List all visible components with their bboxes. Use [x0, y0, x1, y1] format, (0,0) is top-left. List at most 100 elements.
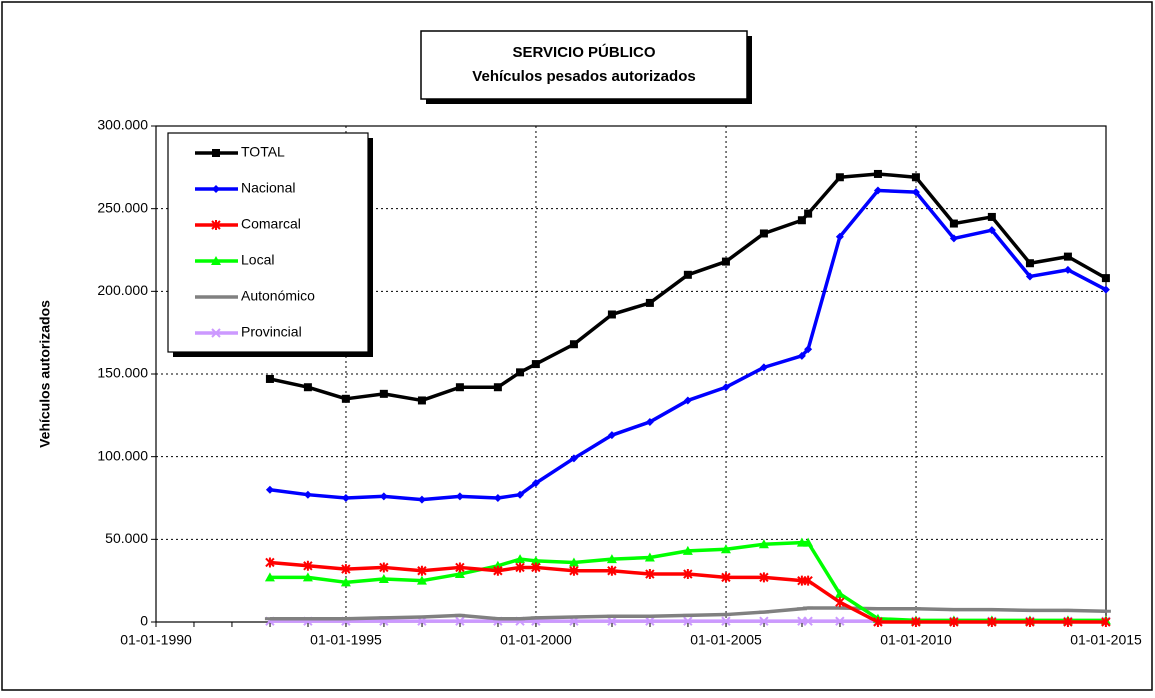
marker — [455, 562, 465, 573]
marker — [516, 490, 525, 499]
chart-title: SERVICIO PÚBLICO — [512, 43, 655, 61]
marker — [378, 574, 389, 584]
marker — [873, 186, 882, 195]
title-box — [420, 30, 748, 100]
marker — [645, 298, 654, 307]
marker — [835, 616, 845, 626]
marker — [987, 226, 996, 235]
marker — [1025, 617, 1035, 627]
x-tick-label: 01-01-2000 — [500, 632, 572, 648]
marker — [454, 569, 465, 579]
y-tick-label: 150.000 — [97, 365, 148, 381]
x-tick-label: 01-01-2010 — [880, 632, 952, 648]
marker — [759, 229, 768, 238]
marker — [949, 234, 958, 243]
x-tick-label: 01-01-1990 — [120, 632, 192, 648]
marker — [1101, 285, 1110, 294]
marker — [455, 616, 465, 626]
legend-label: Local — [241, 252, 274, 268]
marker — [803, 616, 813, 626]
marker — [379, 389, 388, 398]
marker — [303, 490, 312, 499]
marker — [1101, 274, 1110, 283]
legend-label: Autonómico — [241, 288, 315, 304]
marker — [645, 616, 655, 626]
marker — [340, 577, 351, 587]
legend: TOTAL Nacional Comarcal Local Autonómico Prov… — [167, 132, 373, 357]
marker — [721, 616, 731, 626]
marker — [683, 569, 693, 580]
marker — [265, 374, 274, 383]
marker — [911, 173, 920, 182]
marker — [721, 383, 730, 392]
marker — [265, 485, 274, 494]
marker — [417, 565, 427, 576]
marker — [683, 616, 693, 626]
marker — [455, 383, 464, 392]
marker — [759, 363, 768, 372]
marker — [416, 575, 427, 585]
marker — [212, 185, 220, 193]
legend-label: Nacional — [241, 180, 295, 196]
marker — [530, 555, 541, 565]
x-tick-label: 01-01-2015 — [1070, 632, 1142, 648]
legend-label: TOTAL — [241, 144, 285, 160]
marker — [797, 351, 806, 360]
marker — [835, 232, 844, 241]
marker — [531, 562, 541, 573]
marker — [341, 494, 350, 502]
marker — [645, 569, 655, 580]
y-tick-label: 50.000 — [105, 530, 148, 546]
marker — [721, 257, 730, 266]
marker — [720, 544, 731, 554]
marker — [607, 431, 616, 440]
marker — [682, 545, 693, 555]
marker — [644, 552, 655, 562]
marker — [212, 149, 220, 157]
marker — [607, 616, 617, 626]
marker — [515, 562, 525, 573]
marker — [417, 396, 426, 405]
marker — [835, 173, 844, 182]
marker — [515, 554, 526, 564]
y-tick-label: 0 — [140, 613, 148, 629]
marker — [379, 562, 389, 573]
marker — [211, 220, 221, 230]
marker — [1101, 617, 1111, 627]
marker — [264, 572, 275, 582]
marker — [303, 560, 313, 571]
legend-label: Comarcal — [241, 216, 301, 232]
marker — [568, 557, 579, 567]
y-axis-label: Vehículos autorizados — [37, 300, 53, 448]
marker — [721, 572, 731, 583]
y-tick-label: 200.000 — [97, 282, 148, 298]
marker — [911, 188, 920, 197]
marker — [265, 557, 275, 568]
marker — [645, 417, 654, 426]
marker — [803, 575, 813, 586]
marker — [804, 209, 813, 218]
marker — [759, 572, 769, 583]
legend-label: Provincial — [241, 324, 302, 340]
marker — [211, 328, 221, 338]
chart-subtitle: Vehículos pesados autorizados — [472, 68, 695, 85]
marker — [1025, 259, 1034, 268]
marker — [569, 340, 578, 349]
x-tick-label: 01-01-2005 — [690, 632, 762, 648]
marker — [417, 495, 426, 504]
marker — [569, 565, 579, 576]
marker — [1063, 265, 1072, 274]
marker — [873, 169, 882, 178]
marker — [531, 479, 540, 488]
marker — [683, 396, 692, 405]
legend-box — [167, 132, 369, 353]
marker — [911, 617, 921, 627]
marker — [606, 554, 617, 564]
marker — [341, 564, 351, 575]
marker — [797, 216, 806, 225]
marker — [803, 537, 814, 547]
marker — [987, 617, 997, 627]
marker — [607, 310, 616, 319]
marker — [379, 492, 388, 501]
